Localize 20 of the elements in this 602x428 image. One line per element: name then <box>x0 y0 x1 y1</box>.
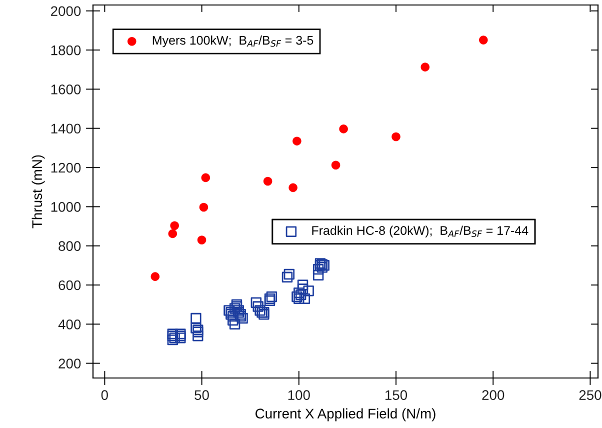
y-tick-label: 1400 <box>51 124 81 134</box>
y-tick-label: 1200 <box>51 162 81 173</box>
x-axis-title: Current X Applied Field (N/m) <box>256 408 436 422</box>
y-tick-label: 2000 <box>51 6 81 16</box>
legend-label: Fradkin HC-8 (20kW); B$_{AF}$/B$_{SF}$ = 17-44 <box>312 226 528 238</box>
x-tick-label: 200 <box>482 390 504 400</box>
x-tick-label: 0 <box>101 390 108 400</box>
y-tick-label: 400 <box>58 319 81 330</box>
x-tick-label: 250 <box>579 390 602 400</box>
y-tick-label: 600 <box>58 280 81 290</box>
y-tick-label: 1000 <box>51 202 81 212</box>
y-tick-label: 1600 <box>51 84 81 94</box>
legend-label: Myers 100kW; B$_{AF}$/B$_{SF}$ = 3-5 <box>152 36 314 48</box>
x-tick-label: 50 <box>194 390 209 400</box>
y-tick-label: 200 <box>58 358 81 368</box>
x-tick-label: 100 <box>288 390 310 400</box>
x-tick-label: 150 <box>385 390 408 400</box>
y-tick-label: 1800 <box>51 45 81 56</box>
y-axis-title: Thrust (mN) <box>32 155 45 228</box>
y-tick-label: 800 <box>58 241 81 252</box>
